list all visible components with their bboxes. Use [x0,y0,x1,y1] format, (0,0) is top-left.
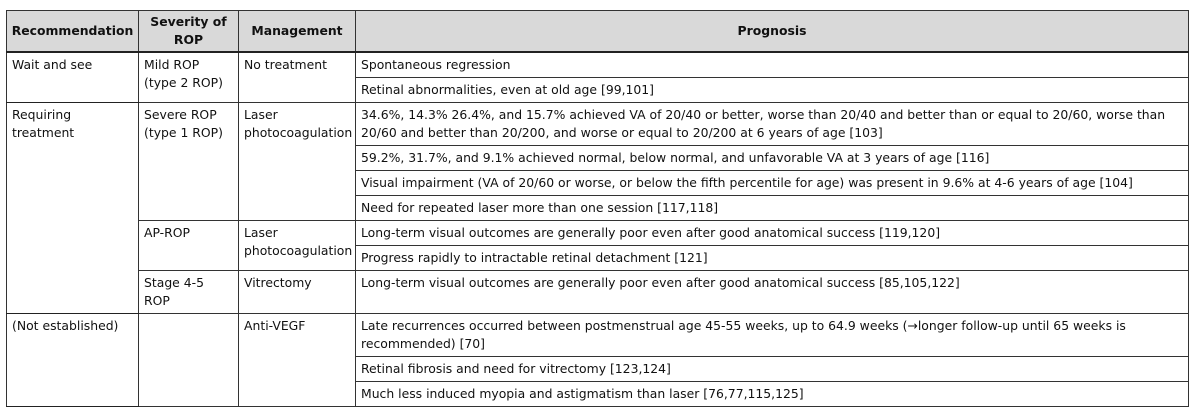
prognosis-cell: Retinal fibrosis and need for vitrectomy… [355,356,1189,382]
severity-cell: AP-ROP [138,220,239,271]
prognosis-cell: 34.6%, 14.3% 26.4%, and 15.7% achieved V… [355,102,1189,146]
table-row: Stage 4-5 ROP Vitrectomy Long-term visual … [7,270,1189,314]
table-row: Progress rapidly to intractable retinal … [7,245,1189,271]
management-cell: Laser photocoagulation [238,102,356,221]
prognosis-cell: Long-term visual outcomes are generally … [355,270,1189,314]
table-row: Need for repeated laser more than one se… [7,195,1189,221]
prognosis-cell: Visual impairment (VA of 20/60 or worse,… [355,170,1189,196]
severity-cell: Severe ROP (type 1 ROP) [138,102,239,221]
prognosis-cell: Much less induced myopia and astigmatism… [355,381,1189,407]
prognosis-cell: Progress rapidly to intractable retinal … [355,245,1189,271]
table-row: Retinal fibrosis and need for vitrectomy… [7,356,1189,382]
header-severity: Severity of ROP [138,10,239,53]
table-row: Much less induced myopia and astigmatism… [7,381,1189,407]
header-management: Management [238,10,356,53]
table-row: AP-ROP Laser photocoagulation Long-term vi… [7,220,1189,271]
recommendation-cell: Wait and see [6,51,139,103]
management-cell: Anti-VEGF [238,313,356,407]
management-cell: No treatment [238,51,356,103]
table-row: Retinal abnormalities, even at old age [… [7,77,1189,103]
header-recommendation: Recommendation [6,10,139,53]
severity-cell: Mild ROP (type 2 ROP) [138,51,239,103]
prognosis-cell: 59.2%, 31.7%, and 9.1% achieved normal, … [355,145,1189,171]
prognosis-cell: Long-term visual outcomes are generally … [355,220,1189,246]
recommendation-cell: (Not established) [6,313,139,407]
prognosis-cell: Retinal abnormalities, even at old age [… [355,77,1189,103]
recommendation-cell: Requiring treatment [6,102,139,314]
prognosis-cell: Spontaneous regression [355,51,1189,78]
prognosis-cell: Need for repeated laser more than one se… [355,195,1189,221]
management-cell: Vitrectomy [238,270,356,314]
prognosis-table: Recommendation Severity of ROP Managemen… [6,10,1189,407]
table-header-row: Recommendation Severity of ROP Managemen… [6,10,1189,53]
table-row: Wait and see Mild ROP (type 2 ROP) No trea… [6,51,1189,103]
severity-cell [138,313,239,407]
severity-cell: Stage 4-5 ROP [138,270,239,314]
table-body: Wait and see Mild ROP (type 2 ROP) No trea… [6,51,1189,407]
table-row: 59.2%, 31.7%, and 9.1% achieved normal, … [7,145,1189,171]
management-cell: Laser photocoagulation [238,220,356,271]
header-prognosis: Prognosis [355,10,1189,53]
table-row: (Not established) Anti-VEGF Late recurrenc… [6,313,1189,407]
prognosis-cell: Late recurrences occurred between postme… [355,313,1189,357]
table-row: Requiring treatment Severe ROP (type 1 RO… [6,102,1189,314]
